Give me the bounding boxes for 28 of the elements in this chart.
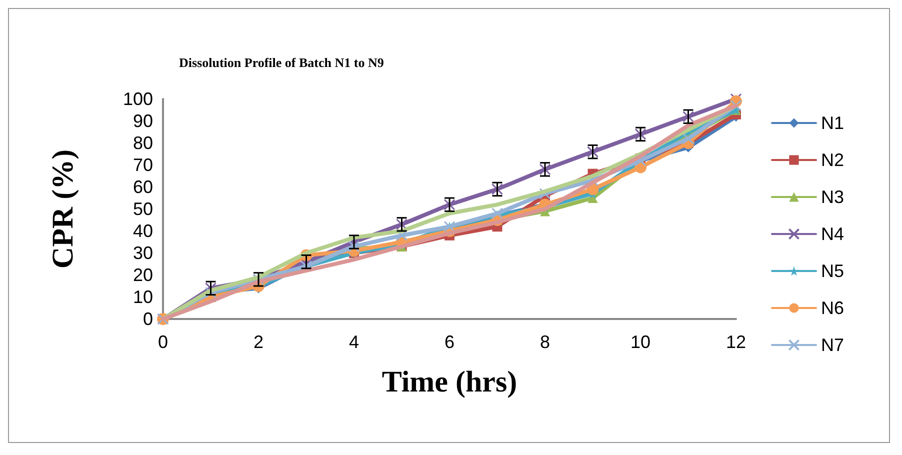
y-tick-label: 90 [132,111,153,131]
x-tick-label: 12 [726,332,746,352]
legend-label: N4 [820,224,844,244]
y-tick-label: 30 [132,243,153,263]
legend-label: N6 [820,298,844,318]
chart-title: Dissolution Profile of Batch N1 to N9 [179,55,384,70]
y-tick-label: 80 [132,133,153,153]
legend-label: N5 [820,261,844,281]
y-tick-label: 50 [132,199,153,219]
x-tick-label: 10 [630,332,651,352]
y-tick-label: 10 [132,287,153,307]
y-tick-label: 70 [132,155,153,175]
y-axis-title: CPR (%) [46,149,80,269]
legend-label: N3 [820,187,844,207]
x-tick-label: 4 [348,332,360,352]
legend-label: N1 [820,113,844,133]
y-tick-label: 0 [142,309,153,329]
y-tick-label: 100 [122,89,153,109]
y-tick-label: 40 [132,221,153,241]
x-tick-label: 6 [444,332,455,352]
legend-label: N2 [820,150,844,170]
y-tick-label: 20 [132,265,153,285]
x-tick-label: 8 [540,332,550,352]
x-tick-label: 2 [253,332,264,352]
x-axis-title: Time (hrs) [382,366,518,398]
legend-label: N7 [820,335,844,355]
x-tick-label: 0 [158,332,168,352]
y-tick-label: 60 [132,177,153,197]
